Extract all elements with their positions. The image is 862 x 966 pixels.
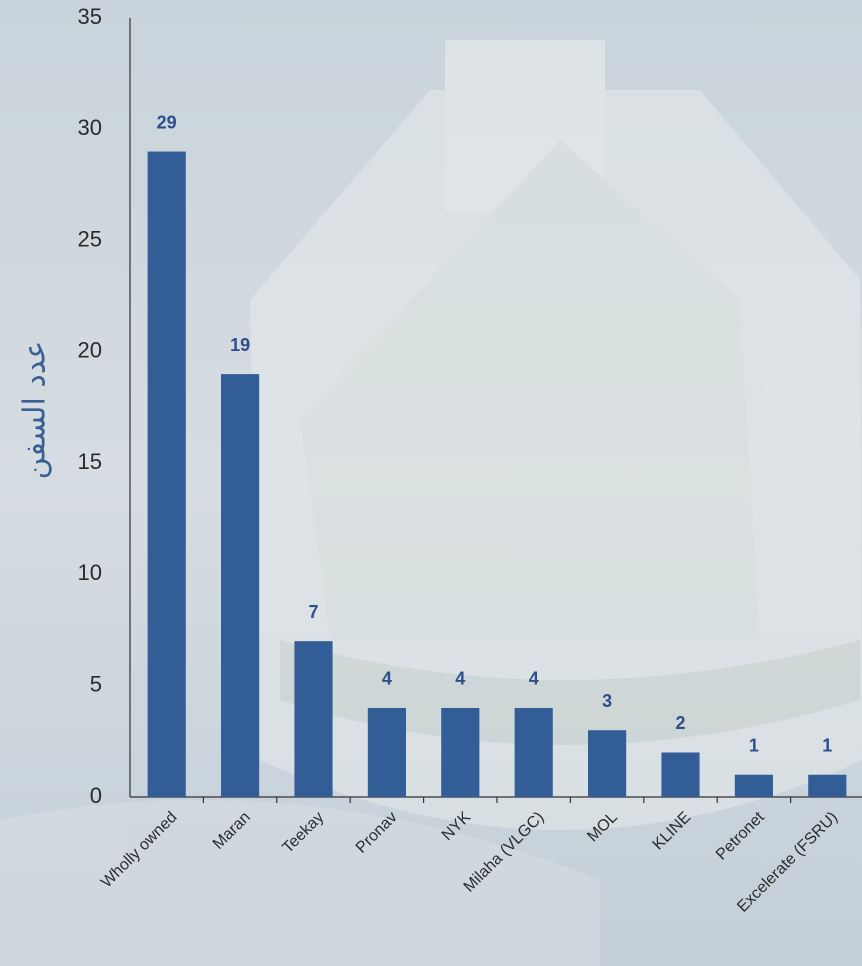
- value-label: 4: [455, 669, 465, 689]
- value-label: 4: [529, 669, 539, 689]
- bar: [221, 374, 260, 797]
- value-label: 1: [749, 735, 759, 755]
- y-tick-label: 20: [78, 338, 102, 363]
- value-label: 1: [822, 735, 832, 755]
- value-label: 3: [602, 691, 612, 711]
- bar: [441, 707, 480, 797]
- value-label: 4: [382, 669, 392, 689]
- y-tick-label: 0: [90, 783, 102, 808]
- bar: [588, 730, 627, 797]
- y-tick-label: 10: [78, 560, 102, 585]
- y-tick-label: 35: [78, 4, 102, 29]
- value-label: 2: [675, 713, 685, 733]
- bar: [514, 707, 553, 797]
- y-tick-label: 15: [78, 449, 102, 474]
- y-axis-title: عدد السفن: [18, 341, 53, 480]
- y-tick-label: 5: [90, 672, 102, 697]
- bar: [734, 774, 773, 797]
- y-tick-label: 30: [78, 115, 102, 140]
- value-label: 19: [230, 335, 250, 355]
- bar: [147, 151, 186, 798]
- bar: [661, 752, 700, 797]
- value-label: 29: [157, 112, 177, 132]
- bar: [367, 707, 406, 797]
- ship-photo: [0, 40, 862, 966]
- bar: [294, 641, 333, 797]
- value-label: 7: [308, 602, 318, 622]
- bar: [808, 774, 847, 797]
- y-tick-label: 25: [78, 226, 102, 251]
